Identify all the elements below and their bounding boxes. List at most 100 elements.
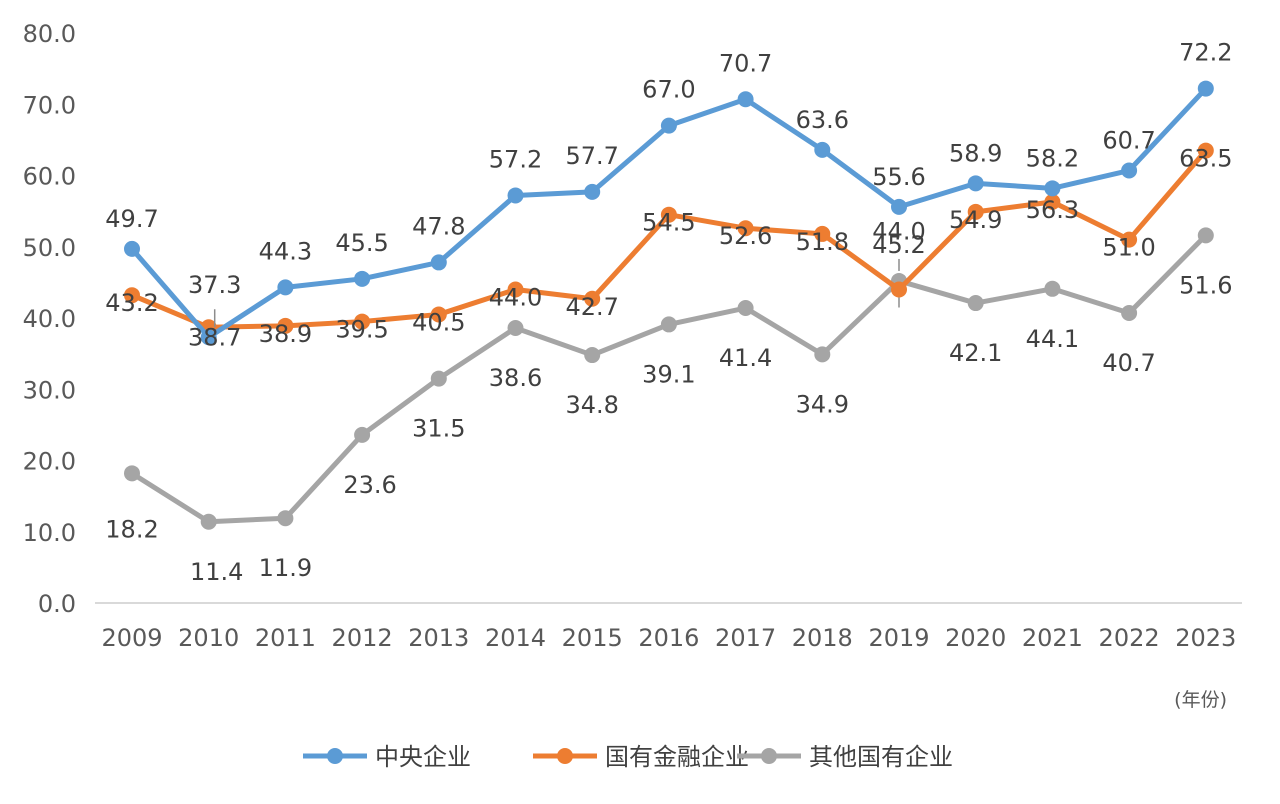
data-label: 57.7 [565, 142, 618, 170]
data-point [1197, 227, 1214, 244]
data-point [1197, 142, 1214, 159]
legend-marker [761, 748, 777, 764]
data-label: 54.9 [949, 206, 1002, 234]
data-label: 42.1 [949, 339, 1002, 367]
y-axis-ticks: 0.0 10.0 20.0 30.0 40.0 50.0 60.0 70.0 80.0 [23, 20, 76, 618]
data-label: 11.9 [259, 554, 312, 582]
x-tick-label: 2018 [792, 624, 853, 652]
x-tick-label: 2014 [485, 624, 546, 652]
data-point [967, 203, 984, 220]
data-point [1197, 80, 1214, 97]
y-tick-label: 80.0 [23, 20, 76, 48]
data-point [354, 270, 371, 287]
data-point [200, 329, 217, 346]
data-point [430, 370, 447, 387]
x-unit-label: (年份) [1174, 689, 1227, 711]
data-label: 51.0 [1102, 234, 1155, 262]
data-label: 44.0 [872, 218, 925, 246]
data-label: 31.5 [412, 415, 465, 443]
data-label: 23.6 [343, 471, 396, 499]
data-label: 56.3 [1026, 196, 1079, 224]
data-point [967, 295, 984, 312]
y-tick-label: 10.0 [23, 519, 76, 547]
series-layer [124, 80, 1214, 530]
data-point [814, 346, 831, 363]
data-point [354, 313, 371, 330]
data-point [430, 306, 447, 323]
data-point [200, 513, 217, 530]
data-label: 40.7 [1102, 349, 1155, 377]
data-point [660, 316, 677, 333]
data-label: 51.8 [796, 228, 849, 256]
x-tick-label: 2015 [562, 624, 623, 652]
y-tick-label: 30.0 [23, 376, 76, 404]
data-point [660, 117, 677, 134]
y-tick-label: 40.0 [23, 305, 76, 333]
data-label: 44.3 [259, 237, 312, 265]
data-label: 57.2 [489, 145, 542, 173]
data-point [124, 465, 140, 482]
data-point [1044, 280, 1061, 297]
data-label: 58.9 [949, 139, 1002, 167]
data-label: 40.5 [412, 308, 465, 336]
data-point [507, 187, 524, 204]
series-1 [124, 142, 1214, 336]
data-point [737, 91, 754, 108]
x-tick-label: 2023 [1175, 624, 1236, 652]
data-label: 37.3 [188, 271, 241, 299]
data-point [967, 175, 984, 192]
data-point [584, 290, 601, 307]
series-2 [124, 227, 1214, 530]
legend-label: 其他国有企业 [809, 743, 953, 771]
data-point [277, 317, 294, 334]
data-point [814, 225, 831, 242]
data-label: 44.1 [1026, 325, 1079, 353]
data-point [124, 240, 140, 257]
data-label: 38.7 [188, 323, 241, 351]
data-label: 51.6 [1179, 271, 1232, 299]
data-point [124, 287, 140, 304]
data-label: 38.6 [489, 364, 542, 392]
legend-item: 中央企业 [303, 743, 471, 771]
series-0 [124, 80, 1214, 346]
data-point [584, 347, 601, 364]
data-point [891, 198, 907, 215]
data-label: 60.7 [1102, 127, 1155, 155]
x-axis-ticks: 2009 2010 2011 2012 2013 2014 2015 2016 2017 2018… [101, 624, 1236, 652]
x-tick-label: 2010 [178, 624, 239, 652]
y-tick-label: 20.0 [23, 448, 76, 476]
data-label: 39.5 [335, 316, 388, 344]
data-label: 67.0 [642, 76, 695, 104]
data-label: 52.6 [719, 222, 772, 250]
data-label: 54.5 [642, 209, 695, 237]
legend-item: 其他国有企业 [737, 743, 953, 771]
data-label: 58.2 [1026, 144, 1079, 172]
data-label: 55.6 [872, 163, 925, 191]
data-label: 49.7 [105, 205, 158, 233]
data-point [1121, 231, 1138, 248]
x-tick-label: 2012 [332, 624, 393, 652]
data-point [1121, 305, 1138, 322]
data-point [277, 510, 294, 527]
data-label: 34.8 [565, 391, 618, 419]
data-point [1044, 180, 1061, 197]
data-point [891, 281, 907, 298]
data-label: 44.0 [489, 284, 542, 312]
data-labels: 49.7 37.3 44.3 45.5 47.8 57.2 57.7 67.0 70.7 63.6… [105, 39, 1232, 586]
legend-item: 国有金融企业 [533, 743, 749, 771]
data-label: 41.4 [719, 344, 772, 372]
data-point [507, 281, 524, 298]
data-point [1044, 193, 1061, 210]
data-point [507, 319, 524, 336]
x-tick-label: 2009 [101, 624, 162, 652]
x-tick-label: 2017 [715, 624, 776, 652]
y-tick-label: 50.0 [23, 234, 76, 262]
data-label: 42.7 [565, 293, 618, 321]
x-tick-label: 2013 [408, 624, 469, 652]
data-label: 34.9 [796, 390, 849, 418]
x-tick-label: 2019 [868, 624, 929, 652]
legend-marker [557, 748, 573, 764]
data-label: 39.1 [642, 360, 695, 388]
data-point [1121, 162, 1138, 179]
